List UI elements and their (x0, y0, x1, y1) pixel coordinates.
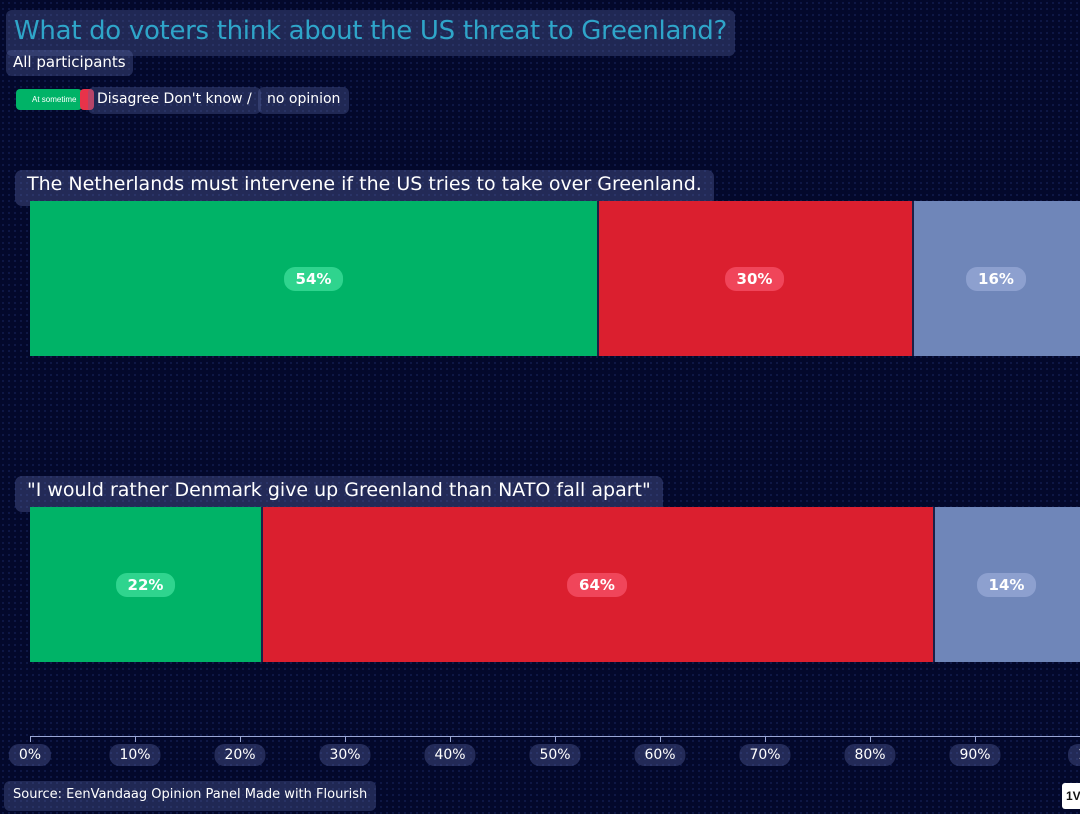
chart-subtitle: All participants (6, 50, 133, 76)
x-tick-label-4: 40% (424, 744, 476, 766)
legend-label-disagree[interactable]: Disagree Don't know / (88, 87, 261, 114)
x-tick-label-2: 20% (214, 744, 266, 766)
corner-logo[interactable]: 1V (1062, 783, 1080, 809)
x-tick-label-6: 60% (634, 744, 686, 766)
legend-label-agree[interactable]: At sometime (32, 95, 77, 104)
x-tick-4 (450, 736, 451, 742)
x-tick-3 (345, 736, 346, 742)
source-note: Source: EenVandaag Opinion Panel Made wi… (4, 781, 377, 811)
x-tick-0 (30, 736, 31, 742)
x-tick-5 (555, 736, 556, 742)
x-tick-label-10: 100% (1068, 744, 1080, 766)
legend-label-no-opinion[interactable]: no opinion (258, 87, 350, 114)
x-tick-label-1: 10% (109, 744, 161, 766)
bar-row-2: 22% 64% 14% (30, 507, 1080, 662)
x-tick-label-3: 30% (319, 744, 371, 766)
legend-swatch-agree[interactable] (16, 89, 82, 110)
data-label-no-opinion-1: 16% (966, 266, 1026, 291)
x-tick-8 (870, 736, 871, 742)
data-label-agree-1: 54% (283, 266, 344, 291)
x-tick-9 (975, 736, 976, 742)
x-tick-1 (135, 736, 136, 742)
x-tick-label-7: 70% (739, 744, 791, 766)
x-tick-7 (765, 736, 766, 742)
x-tick-2 (240, 736, 241, 742)
x-axis: 0% 10% 20% 30% 40% 50% 60% 70% 80% 90% 100% (0, 736, 1080, 776)
bar-row-1: 54% 30% 16% (30, 201, 1080, 356)
question-label-1: The Netherlands must intervene if the US… (15, 170, 714, 206)
data-label-agree-2: 22% (115, 572, 176, 597)
data-label-disagree-2: 64% (567, 572, 627, 597)
data-label-no-opinion-2: 14% (976, 572, 1037, 597)
chart-title: What do voters think about the US threat… (6, 10, 735, 56)
x-tick-label-0: 0% (8, 744, 52, 766)
x-tick-label-5: 50% (529, 744, 581, 766)
data-label-disagree-1: 30% (724, 266, 785, 291)
x-tick-label-9: 90% (949, 744, 1001, 766)
x-tick-label-8: 80% (844, 744, 896, 766)
legend-swatch-disagree[interactable] (80, 89, 94, 110)
x-tick-6 (660, 736, 661, 742)
question-label-2: "I would rather Denmark give up Greenlan… (15, 476, 663, 512)
